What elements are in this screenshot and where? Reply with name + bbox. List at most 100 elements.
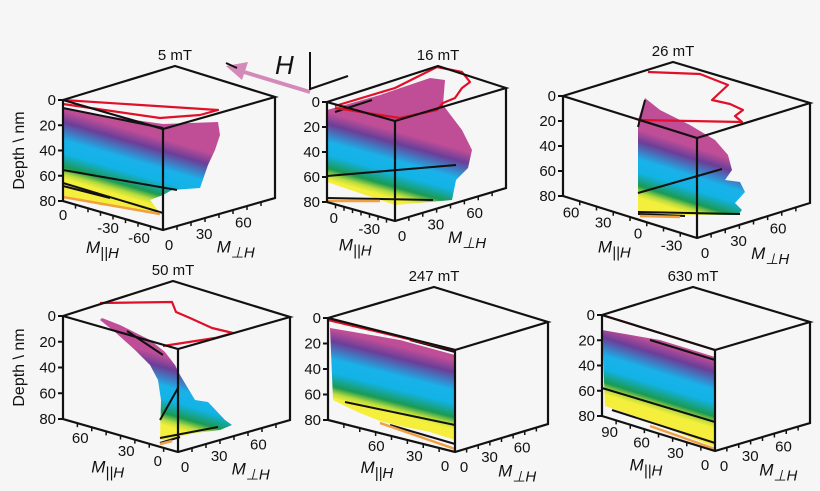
- par-tick-label: 30: [595, 215, 612, 232]
- magnetization-line: [637, 211, 741, 215]
- par-tick-label: -30: [661, 237, 683, 254]
- bottom-profile-line: [62, 195, 161, 216]
- magnetization-surface: [330, 328, 455, 440]
- perp-axis-label-sub: ⊥H: [231, 244, 255, 261]
- par-tick-label: 90: [601, 424, 618, 441]
- depth-tick-label: 40: [304, 361, 321, 378]
- par-tick-label: 0: [701, 457, 709, 474]
- par-axis-label-m: M: [339, 236, 354, 255]
- par-tick-label: -30: [358, 221, 380, 238]
- par-axis-label: M||H: [86, 238, 119, 262]
- depth-tick-label: 80: [539, 188, 556, 205]
- magnetization-surface: [327, 78, 472, 205]
- magnetization-line: [159, 387, 179, 421]
- magnetization-line: [649, 339, 716, 361]
- perp-axis-label-sub: ⊥H: [246, 466, 270, 483]
- depth-tick-label: 20: [303, 119, 320, 136]
- field-arrow-shaft: [243, 70, 311, 94]
- par-tick-label: 0: [441, 458, 449, 475]
- perp-axis-label: M⊥H: [217, 237, 255, 261]
- depth-tick-label: 0: [548, 88, 556, 105]
- perp-tick-label: 60: [514, 439, 531, 456]
- par-axis-label: M||H: [598, 238, 631, 262]
- bottom-profile-line: [639, 214, 681, 219]
- depth-tick-label: 0: [587, 307, 595, 324]
- top-profile-curve: [62, 98, 220, 120]
- depth-tick-label: 20: [304, 336, 321, 353]
- perp-axis-label-sub: ⊥H: [512, 469, 536, 486]
- perp-tick-label: 30: [742, 448, 759, 465]
- par-axis-label: M||H: [360, 458, 393, 482]
- par-tick-label: 0: [634, 226, 642, 243]
- par-tick-label: 60: [563, 205, 580, 222]
- perp-axis-label: M⊥H: [232, 459, 270, 483]
- perp-axis-label-m: M: [217, 237, 232, 256]
- par-axis-label-m: M: [630, 455, 645, 474]
- depth-tick-label: 60: [304, 387, 321, 404]
- perp-tick-label: 0: [165, 237, 173, 254]
- depth-tick-label: 60: [39, 168, 56, 185]
- perp-tick-label: 60: [235, 215, 252, 232]
- perp-axis-label: M⊥H: [448, 228, 486, 252]
- par-axis-label-m: M: [86, 238, 101, 257]
- panel-title: 16 mT: [417, 47, 460, 64]
- depth-tick-label: 20: [39, 334, 56, 351]
- par-axis-label-sub: ||H: [644, 462, 663, 479]
- par-axis-label: M||H: [91, 458, 124, 482]
- depth-tick-label: 80: [39, 193, 56, 210]
- par-tick-label: 60: [368, 438, 385, 455]
- perp-tick-label: 60: [770, 221, 787, 238]
- par-tick-label: 30: [118, 443, 135, 460]
- magnetization-line: [62, 169, 178, 191]
- magnetization-surface: [100, 318, 232, 440]
- perp-axis-label-m: M: [498, 462, 513, 481]
- par-axis-label-m: M: [598, 238, 613, 257]
- horizontal-axis-line: [309, 75, 349, 90]
- magnetization-line: [326, 164, 457, 177]
- magnetization-surface: [63, 108, 220, 213]
- bottom-profile-line: [379, 421, 456, 451]
- magnetization-line: [62, 182, 164, 214]
- depth-tick-label: 20: [39, 117, 56, 134]
- perp-tick-label: 60: [775, 438, 792, 455]
- perp-tick-label: 0: [460, 459, 468, 476]
- magnetization-line: [62, 185, 111, 199]
- top-profile-curve: [637, 70, 745, 124]
- depth-tick-label: 40: [539, 138, 556, 155]
- depth-tick-label: 40: [578, 358, 595, 375]
- perp-tick-label: 0: [398, 228, 406, 245]
- panel-title: 5 mT: [158, 47, 192, 64]
- par-axis-label-sub: ||H: [353, 243, 372, 260]
- depth-tick-label: 80: [578, 408, 595, 425]
- perp-tick-label: 0: [701, 245, 709, 262]
- perp-tick-label: 60: [466, 205, 483, 222]
- depth-tick-label: 60: [303, 169, 320, 186]
- axis-stub: [225, 62, 238, 69]
- depth-tick-label: 0: [48, 92, 56, 109]
- par-axis-label-m: M: [91, 458, 106, 477]
- perp-tick-label: 60: [250, 437, 267, 454]
- depth-tick-label: 60: [39, 385, 56, 402]
- perp-axis-label-m: M: [232, 459, 247, 478]
- bottom-profile-line: [159, 439, 173, 446]
- perp-axis-label: M⊥H: [751, 244, 789, 268]
- perp-tick-label: 0: [181, 459, 189, 476]
- par-tick-label: 0: [154, 453, 162, 470]
- perp-tick-label: 30: [730, 233, 747, 250]
- par-axis-label: M||H: [339, 236, 372, 260]
- depth-tick-label: 20: [539, 113, 556, 130]
- perp-axis-label-m: M: [751, 244, 766, 263]
- magnetization-line: [326, 197, 434, 201]
- perp-axis-label-sub: ⊥H: [462, 235, 486, 252]
- par-tick-label: 0: [59, 207, 67, 224]
- perp-axis-label-m: M: [759, 461, 774, 480]
- panel-title: 50 mT: [152, 262, 195, 279]
- magnetization-line: [601, 387, 716, 423]
- panel-title: 630 mT: [668, 268, 719, 285]
